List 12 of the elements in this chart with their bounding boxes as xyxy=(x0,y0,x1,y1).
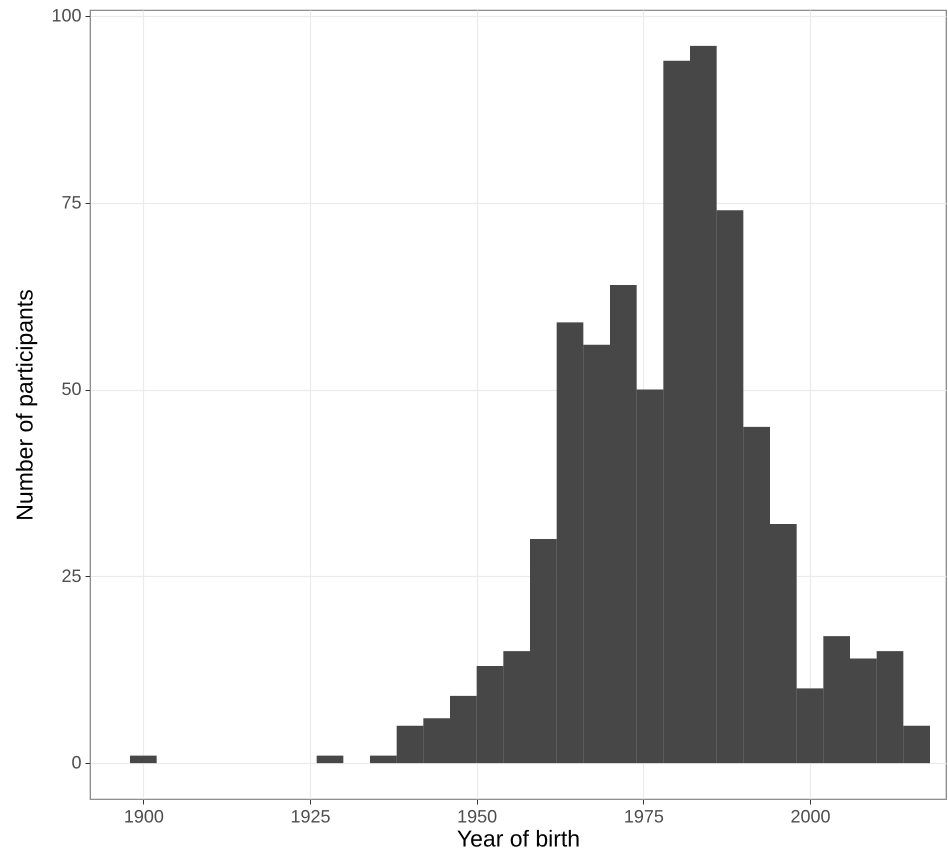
x-tick-label: 1925 xyxy=(290,806,331,826)
y-tick-label: 25 xyxy=(61,566,82,586)
x-tick-label: 2000 xyxy=(790,806,831,826)
y-tick-label: 100 xyxy=(51,5,82,26)
x-tick-label: 1950 xyxy=(457,806,498,826)
y-tick-label: 0 xyxy=(71,752,82,773)
x-tick-label: 1900 xyxy=(124,806,164,826)
y-tick-label: 75 xyxy=(61,192,82,212)
y-tick-label: 50 xyxy=(61,379,82,400)
x-axis-title: Year of birth xyxy=(456,826,580,852)
y-axis-title: Number of participants xyxy=(11,289,38,521)
x-tick-label: 1975 xyxy=(624,806,664,826)
